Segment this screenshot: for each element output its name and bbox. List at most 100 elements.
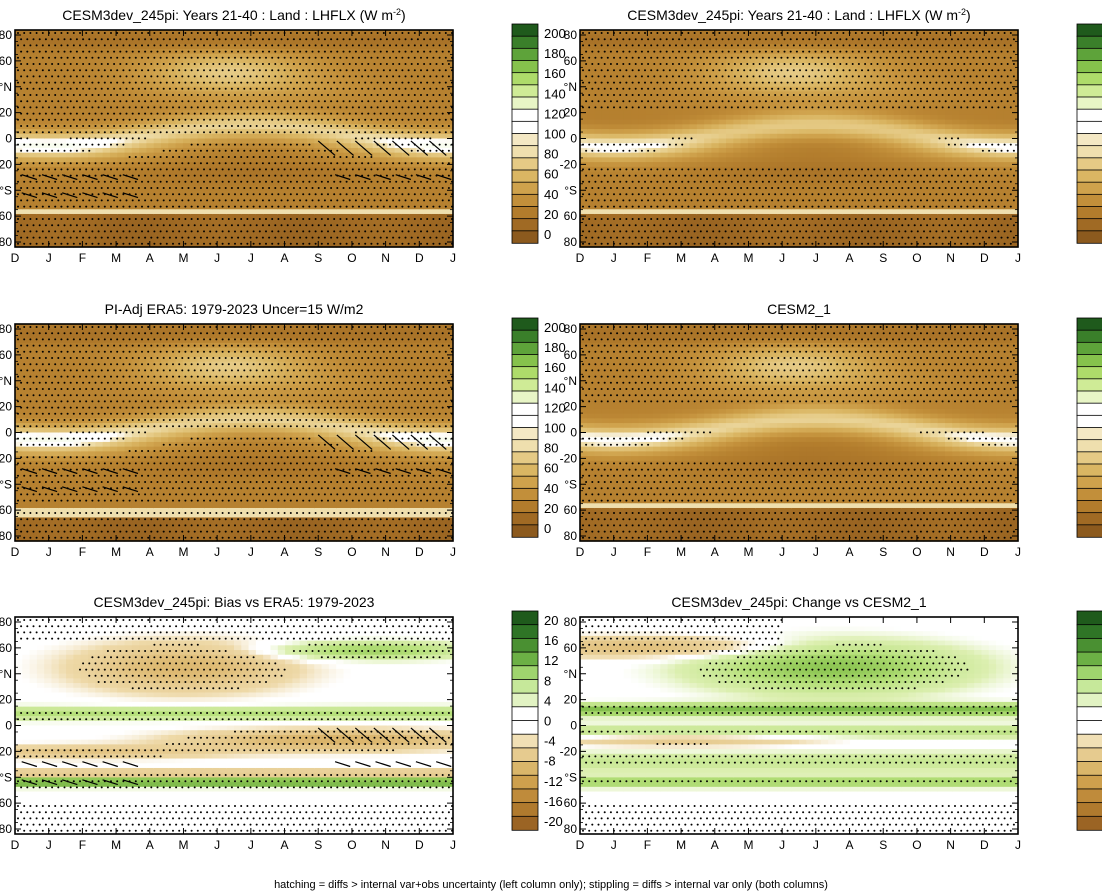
y-tick-label: 60 [564, 796, 578, 810]
x-tick-label: M [111, 838, 121, 852]
colorbar-tick-label: 40 [544, 481, 558, 496]
panel-2: CESM3dev_245pi: Years 21-40 : Land : LHF… [560, 7, 1102, 265]
y-tick-label: -20 [0, 744, 12, 758]
y-tick-label: 60 [0, 348, 12, 362]
colorbar-box [511, 500, 539, 514]
y-tick-label: 80 [0, 322, 12, 336]
panel-title: CESM3dev_245pi: Bias vs ERA5: 1979-2023 [94, 594, 375, 610]
colorbar-tick-label: 120 [544, 106, 566, 121]
y-tick-label: °S [564, 183, 577, 197]
x-tick-label: J [813, 545, 819, 559]
colorbar-box [511, 451, 539, 465]
colorbar-box [1076, 193, 1102, 208]
x-tick-label: D [415, 838, 424, 852]
colorbar-box [511, 366, 539, 380]
hatching [21, 140, 452, 199]
y-tick-label: 80 [564, 28, 578, 42]
colorbar-box [511, 720, 539, 735]
x-tick-label: D [576, 545, 585, 559]
hatching [21, 727, 452, 786]
y-tick-label: 20 [564, 400, 578, 414]
x-tick-label: O [912, 545, 921, 559]
colorbar-box [1076, 439, 1102, 453]
colorbar-box [1076, 230, 1102, 244]
x-tick-label: J [248, 545, 254, 559]
x-tick-label: J [611, 251, 617, 265]
x-tick-label: J [611, 545, 617, 559]
y-tick-label: 80 [564, 235, 578, 249]
y-tick-label: 80 [564, 322, 578, 336]
y-tick-label: 60 [564, 503, 578, 517]
colorbar-tick-label: -12 [544, 774, 563, 789]
stippling [17, 326, 453, 539]
colorbar-box [511, 157, 539, 171]
y-tick-label: -20 [560, 451, 578, 465]
x-tick-label: F [79, 545, 86, 559]
colorbar-box [511, 651, 539, 667]
colorbar-box [511, 390, 539, 404]
colorbar-box [511, 475, 539, 490]
y-axis: 80 60 °N 20 0 -20 °S 60 80 [0, 28, 453, 249]
x-tick-label: M [111, 251, 121, 265]
y-tick-label: 20 [564, 106, 578, 120]
colorbar-box [1076, 23, 1102, 37]
colorbar-box [1076, 145, 1102, 159]
colorbar-box [1076, 720, 1102, 735]
y-tick-label: 80 [0, 529, 12, 543]
y-tick-label: 0 [570, 426, 577, 440]
colorbar-box [1076, 218, 1102, 232]
y-axis: 80 60 °N 20 0 -20 °S 60 80 [560, 322, 1018, 543]
colorbar-box [1076, 427, 1102, 441]
y-tick-label: °N [564, 667, 577, 681]
x-tick-label: A [846, 545, 854, 559]
heatmap-cells [15, 617, 454, 835]
colorbar-box [511, 414, 539, 429]
colorbar-box [1076, 475, 1102, 490]
panel-title: CESM3dev_245pi: Years 21-40 : Land : LHF… [62, 7, 405, 23]
colorbar-box [1076, 651, 1102, 667]
y-tick-label: 0 [570, 719, 577, 733]
colorbar-box [1076, 390, 1102, 404]
colorbar-tick-label: 12 [544, 653, 558, 668]
y-tick-label: 60 [0, 796, 12, 810]
y-tick-label: °N [564, 80, 577, 94]
x-tick-label: J [248, 838, 254, 852]
colorbar-box [511, 47, 539, 62]
y-tick-label: 60 [564, 209, 578, 223]
colorbar-box [1076, 665, 1102, 681]
y-tick-label: °S [564, 477, 577, 491]
panel-title: CESM3dev_245pi: Change vs CESM2_1 [671, 594, 926, 610]
colorbar-box [1076, 524, 1102, 538]
y-axis: 80 60 °N 20 0 -20 °S 60 80 [560, 28, 1018, 249]
colorbar-box [1076, 120, 1102, 135]
x-tick-label: J [46, 838, 52, 852]
colorbar-tick-label: 200 [544, 320, 566, 335]
x-tick-label: D [980, 838, 989, 852]
y-tick-label: -20 [0, 157, 12, 171]
x-tick-label: J [214, 545, 220, 559]
colorbar-box [1076, 35, 1102, 50]
x-tick-label: S [879, 251, 887, 265]
colorbar-box [511, 524, 539, 538]
colorbar-box [1076, 500, 1102, 514]
y-axis: 80 60 °N 20 0 -20 °S 60 80 [560, 615, 1018, 836]
colorbar-tick-label: 120 [544, 400, 566, 415]
colorbar-box [511, 487, 539, 502]
y-tick-label: 20 [0, 400, 12, 414]
colorbar-tick-label: 40 [544, 187, 558, 202]
x-tick-label: S [314, 545, 322, 559]
x-tick-label: D [11, 545, 20, 559]
colorbar-box [1076, 802, 1102, 818]
colorbar-box [1076, 206, 1102, 220]
y-tick-label: °S [0, 183, 12, 197]
colorbar-box [511, 463, 539, 477]
y-tick-label: 60 [564, 54, 578, 68]
x-tick-label: A [281, 838, 289, 852]
colorbar-box [1076, 624, 1102, 640]
colorbar-tick-label: 0 [544, 227, 551, 242]
y-tick-label: 20 [564, 693, 578, 707]
x-tick-label: J [46, 545, 52, 559]
colorbar-box [1076, 788, 1102, 804]
